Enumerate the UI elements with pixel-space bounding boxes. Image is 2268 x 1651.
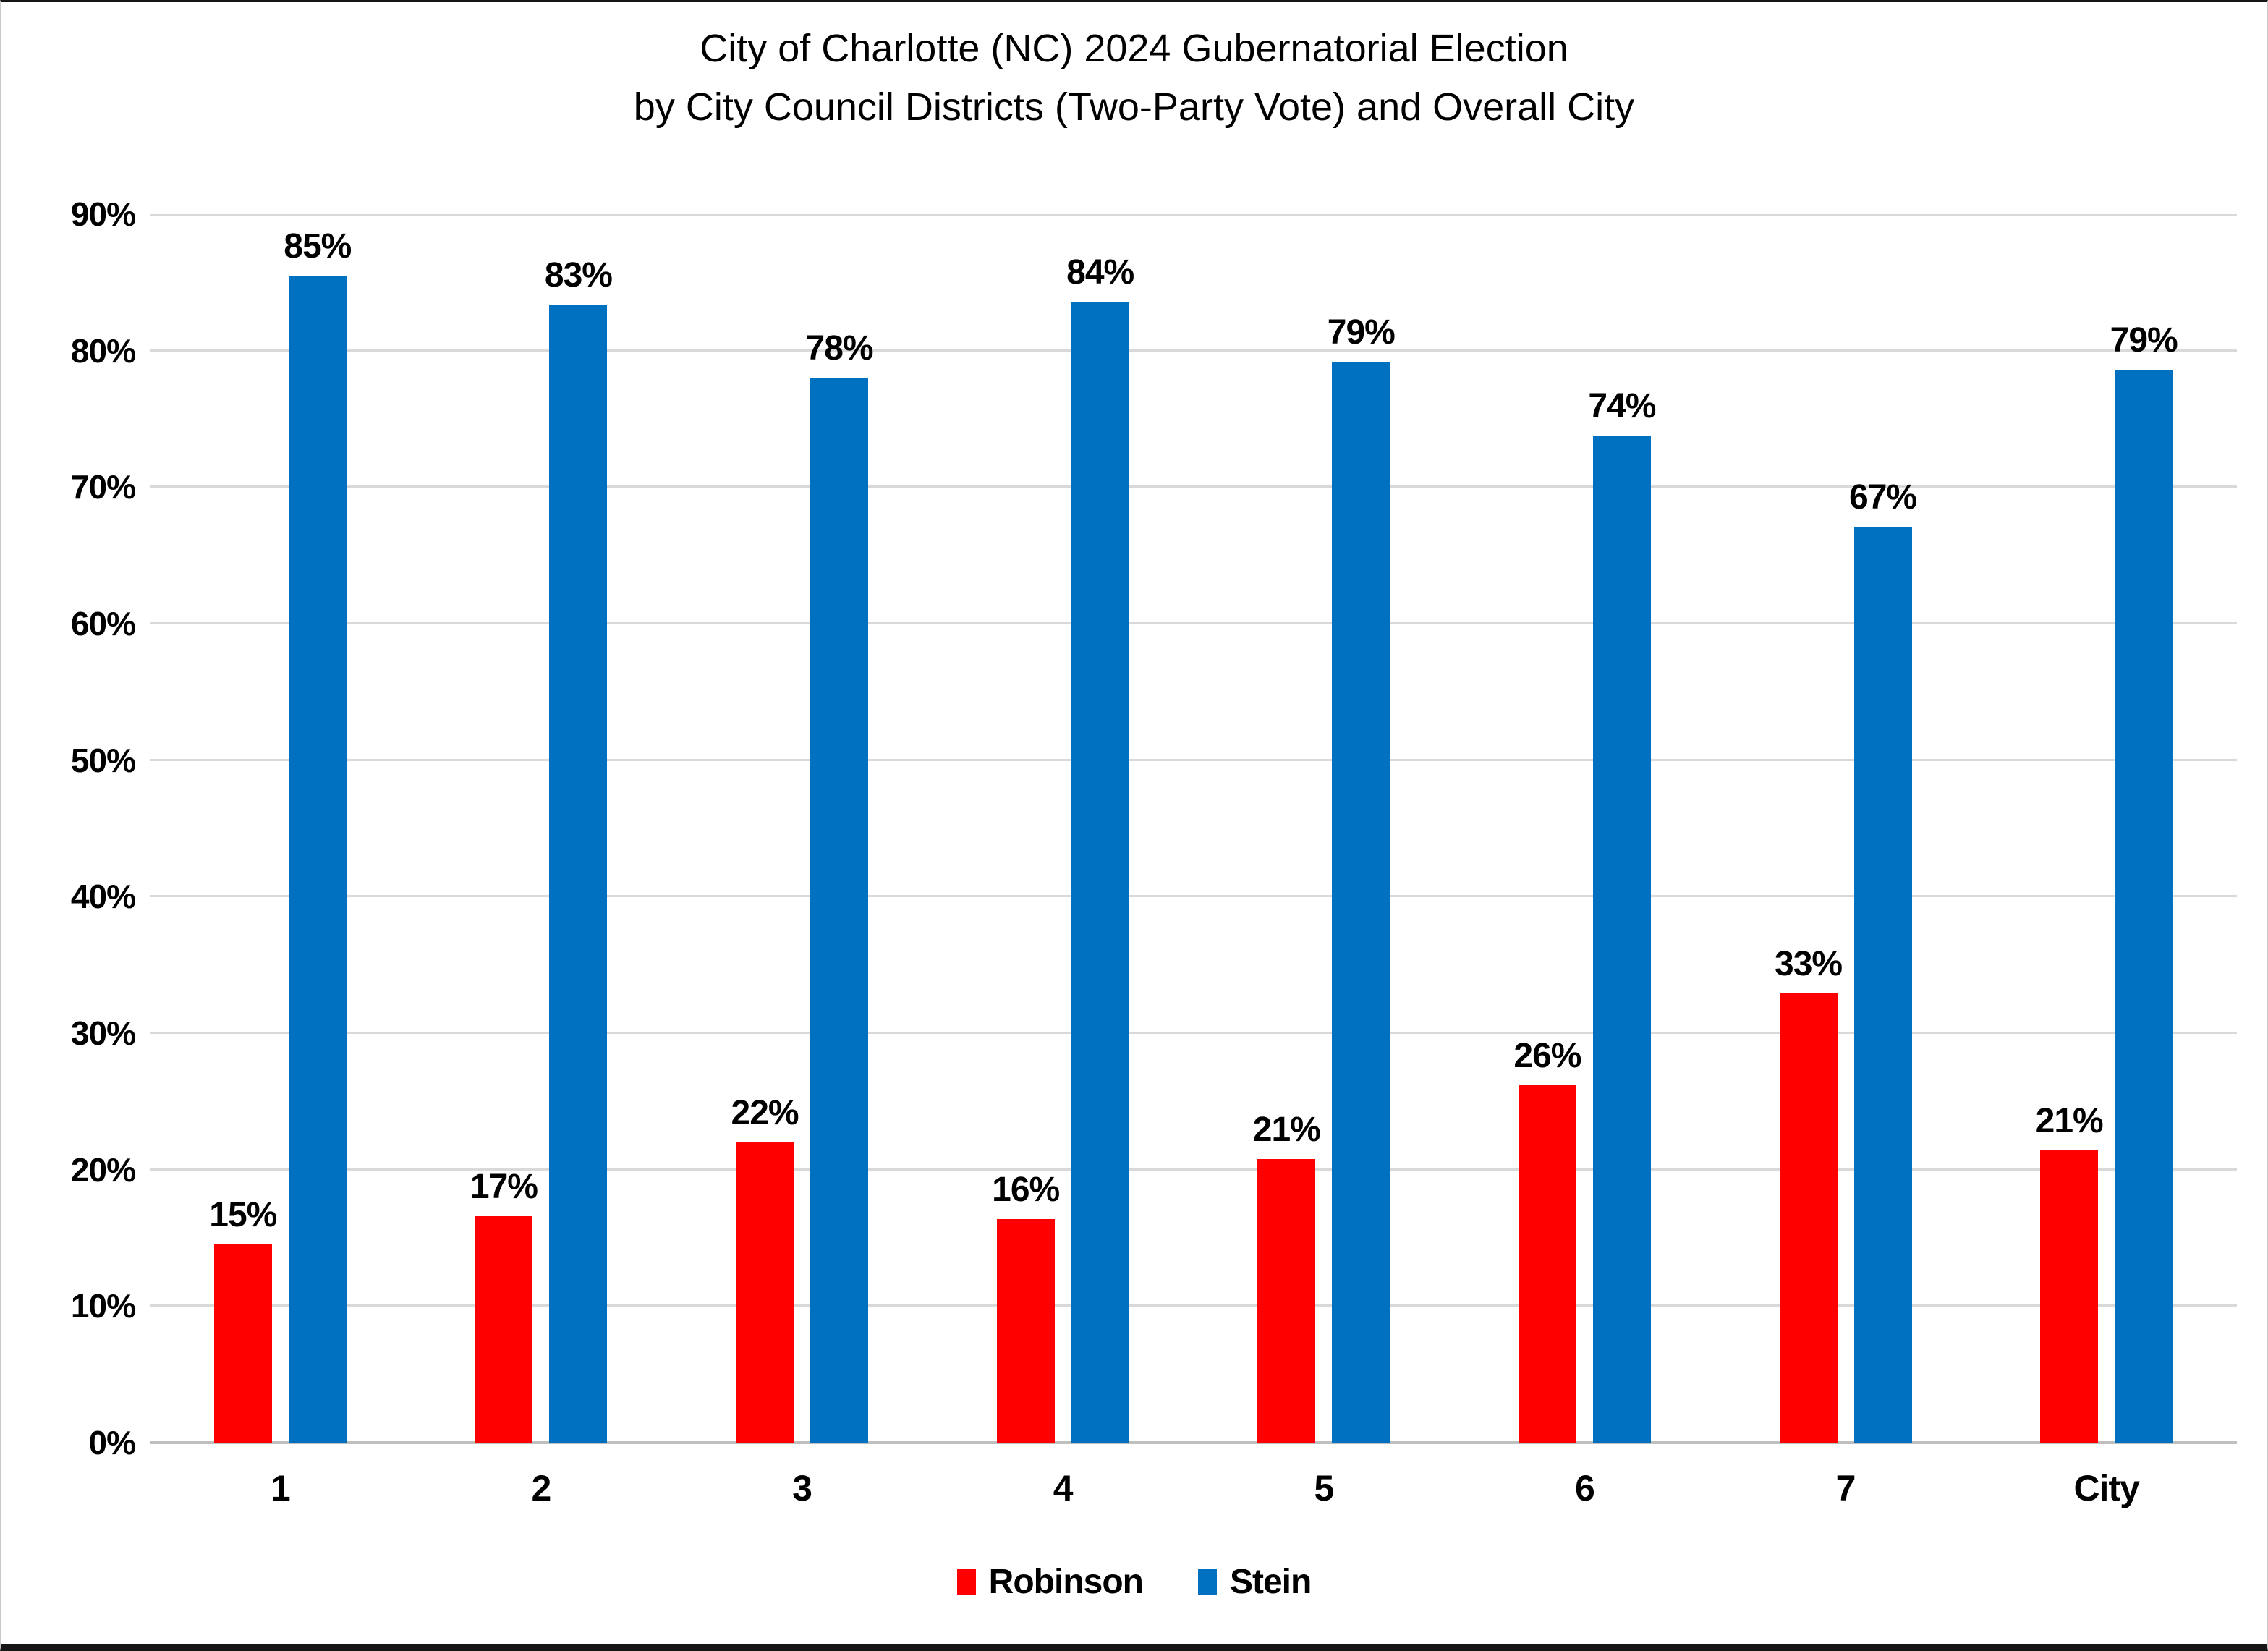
bar-robinson-2: [475, 1215, 533, 1443]
bar-stein-3: [810, 378, 869, 1443]
value-label-stein-3: 78%: [805, 329, 874, 368]
y-tick-80: 80%: [70, 331, 136, 370]
legend: Robinson Stein: [1, 1562, 2267, 1602]
x-axis-label-1: 1: [270, 1468, 291, 1508]
y-tick-20: 20%: [70, 1150, 136, 1189]
y-tick-50: 50%: [70, 741, 136, 779]
gridline-10: [150, 1304, 2237, 1307]
bar-robinson-4: [996, 1218, 1055, 1443]
bar-robinson-5: [1257, 1158, 1316, 1443]
stein-swatch-icon: [1197, 1569, 1217, 1595]
bar-robinson-3: [736, 1142, 794, 1443]
gridline-80: [150, 349, 2237, 352]
value-label-stein-1: 85%: [284, 226, 352, 266]
legend-label-stein: Stein: [1229, 1563, 1312, 1601]
legend-label-robinson: Robinson: [988, 1563, 1144, 1601]
bar-stein-city: [2115, 370, 2173, 1443]
value-label-robinson-1: 15%: [209, 1196, 277, 1235]
value-label-robinson-2: 17%: [470, 1167, 538, 1206]
bar-robinson-1: [213, 1244, 272, 1443]
gridline-40: [150, 895, 2237, 898]
value-label-stein-7: 67%: [1849, 478, 1917, 517]
y-axis: 0% 10% 20% 30% 40% 50% 60% 70% 80% 90%: [1, 195, 136, 1461]
gridline-30: [150, 1032, 2237, 1034]
y-tick-70: 70%: [70, 468, 136, 506]
value-label-stein-2: 83%: [544, 255, 613, 294]
gridline-20: [150, 1168, 2237, 1171]
x-axis-label-city: City: [2073, 1468, 2139, 1508]
value-label-robinson-5: 21%: [1252, 1110, 1321, 1149]
chart-title-line1: City of Charlotte (NC) 2024 Gubernatoria…: [700, 27, 1568, 70]
y-tick-30: 30%: [70, 1014, 136, 1052]
bar-stein-2: [549, 304, 608, 1443]
bar-stein-5: [1332, 361, 1390, 1443]
value-label-stein-city: 79%: [2110, 321, 2178, 360]
gridline-90: [150, 214, 2237, 216]
chart-title: City of Charlotte (NC) 2024 Gubernatoria…: [1, 20, 2267, 137]
bar-robinson-6: [1518, 1085, 1576, 1443]
y-tick-40: 40%: [70, 878, 136, 916]
y-tick-60: 60%: [70, 605, 136, 642]
y-tick-90: 90%: [70, 195, 136, 233]
bar-robinson-city: [2040, 1150, 2099, 1443]
gridline-0: [150, 1441, 2237, 1444]
value-label-stein-6: 74%: [1588, 386, 1656, 425]
y-tick-0: 0%: [88, 1424, 136, 1461]
value-label-robinson-city: 21%: [2035, 1102, 2104, 1141]
x-axis-label-7: 7: [1835, 1468, 1856, 1508]
gridline-70: [150, 485, 2237, 488]
value-label-robinson-3: 22%: [731, 1093, 799, 1132]
plot-area: 15% 85% 17% 83% 22% 78% 16% 84% 21% 79% 26% 74% 33% 6…: [150, 214, 2237, 1444]
value-label-stein-4: 84%: [1066, 252, 1134, 292]
x-axis-label-6: 6: [1575, 1468, 1595, 1508]
chart-title-line2: by City Council Districts (Two-Party Vot…: [633, 85, 1635, 129]
bar-stein-6: [1592, 435, 1651, 1443]
value-label-robinson-4: 16%: [992, 1170, 1060, 1209]
bar-stein-7: [1853, 527, 1912, 1443]
y-tick-10: 10%: [70, 1287, 136, 1325]
gridline-60: [150, 622, 2237, 624]
x-axis-label-4: 4: [1053, 1468, 1074, 1508]
bar-stein-4: [1071, 301, 1129, 1443]
value-label-stein-5: 79%: [1327, 313, 1396, 352]
gridline-50: [150, 758, 2237, 761]
value-label-robinson-6: 26%: [1513, 1036, 1581, 1075]
legend-item-robinson: Robinson: [956, 1562, 1144, 1602]
robinson-swatch-icon: [956, 1569, 976, 1595]
bar-stein-1: [288, 275, 347, 1443]
x-axis-label-2: 2: [531, 1468, 552, 1508]
bar-robinson-7: [1779, 993, 1838, 1443]
value-label-robinson-7: 33%: [1775, 945, 1843, 984]
x-axis-label-5: 5: [1314, 1468, 1334, 1508]
x-axis-label-3: 3: [792, 1468, 812, 1508]
legend-item-stein: Stein: [1197, 1562, 1312, 1602]
